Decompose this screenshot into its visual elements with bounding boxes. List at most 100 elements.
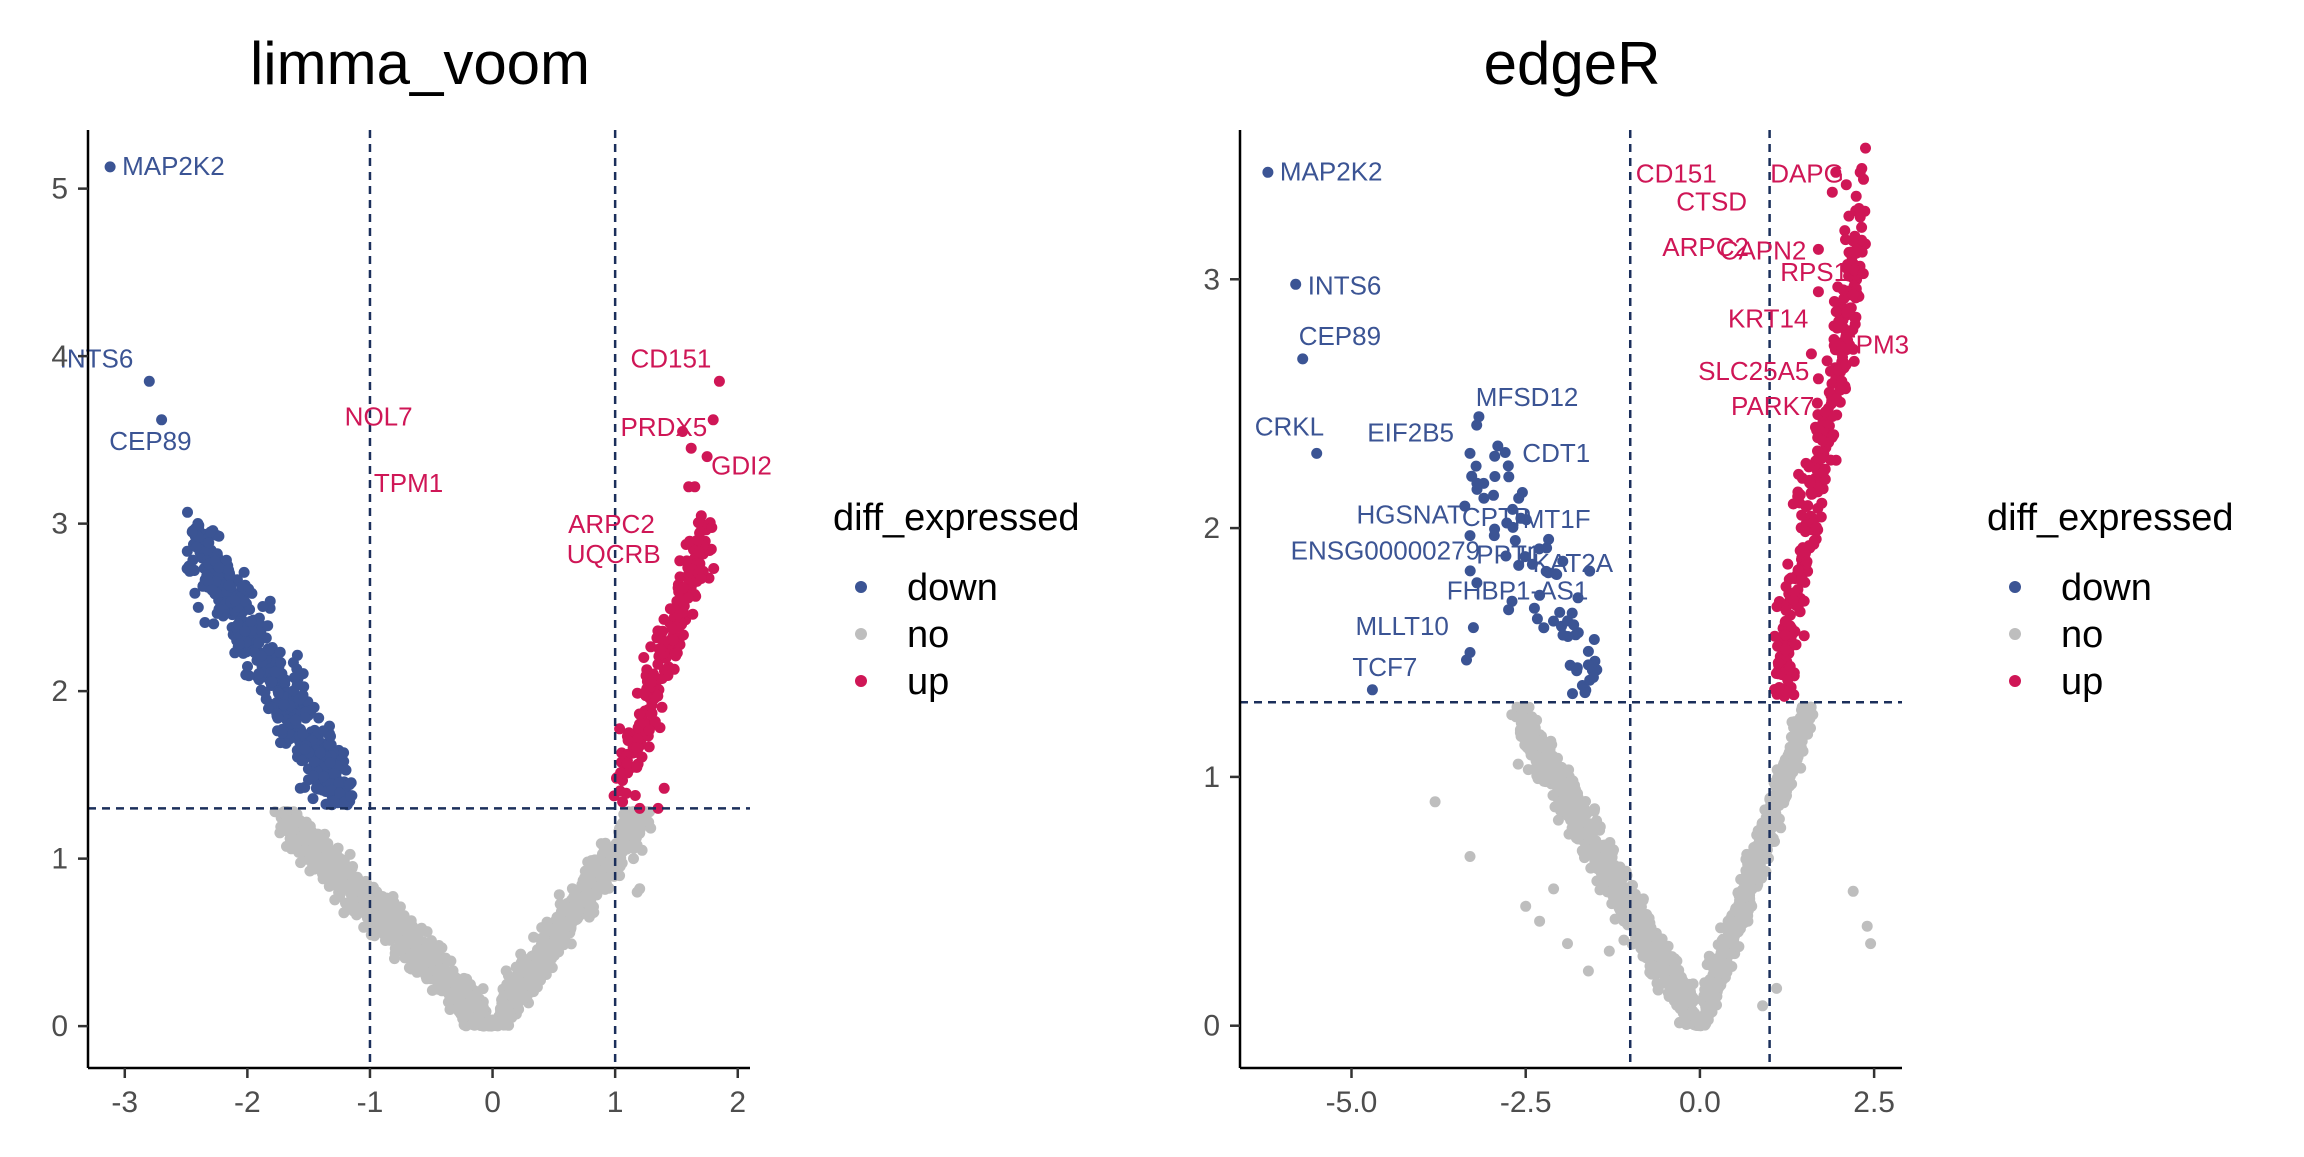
point-down	[262, 620, 274, 632]
point-up	[617, 796, 629, 808]
point-no	[1622, 894, 1634, 906]
point-no	[1531, 770, 1543, 782]
point-no	[1684, 1009, 1695, 1021]
point-up	[1799, 526, 1811, 538]
labeled-point	[1464, 530, 1476, 542]
legend-label-down: down	[2061, 567, 2152, 609]
point-no	[490, 1017, 502, 1029]
gene-label: IL	[1519, 541, 1541, 571]
gene-label: CD151	[630, 343, 711, 373]
point-no	[307, 836, 319, 848]
point-up	[1847, 289, 1859, 301]
labeled-point	[713, 375, 725, 387]
point-up	[1782, 558, 1794, 570]
point-down	[181, 545, 193, 557]
point-no	[1562, 938, 1573, 950]
point-down	[187, 554, 199, 566]
point-down	[255, 650, 267, 662]
legend-label-up: up	[907, 661, 949, 703]
gene-label: PARK7	[1731, 391, 1814, 421]
point-no	[1603, 945, 1615, 957]
point-no	[1646, 968, 1658, 980]
gene-label: KAT2A	[1533, 548, 1614, 578]
point-no	[1644, 941, 1655, 953]
point-up	[1780, 644, 1791, 656]
point-up	[694, 558, 706, 570]
point-no	[1861, 920, 1873, 932]
point-no	[1790, 730, 1802, 742]
point-up	[657, 625, 669, 637]
point-no	[1656, 933, 1668, 945]
point-no	[1680, 979, 1692, 991]
point-down	[1534, 589, 1546, 601]
labeled-point	[104, 161, 116, 173]
point-up	[1780, 629, 1792, 641]
point-down	[1489, 471, 1501, 482]
point-no	[1600, 845, 1611, 856]
point-no	[398, 913, 410, 925]
point-no	[1577, 846, 1589, 858]
point-down	[308, 770, 320, 782]
point-down	[1507, 521, 1519, 533]
point-up	[1819, 406, 1831, 418]
point-up	[645, 641, 657, 653]
point-up	[614, 723, 626, 735]
labeled-point	[143, 375, 155, 387]
point-down	[274, 646, 286, 658]
labeled-point	[1840, 179, 1852, 191]
point-down	[1548, 615, 1559, 627]
point-no	[357, 893, 369, 905]
gene-label: FHBP1-AS1	[1447, 575, 1589, 605]
point-up	[1828, 429, 1840, 441]
point-down	[344, 779, 356, 791]
point-no	[1695, 1018, 1707, 1030]
points-layer	[1262, 142, 1877, 1032]
point-down	[202, 575, 214, 587]
point-down	[324, 757, 336, 768]
point-no	[1714, 967, 1726, 979]
point-up	[1784, 660, 1796, 672]
point-no	[1528, 730, 1540, 741]
point-no	[511, 986, 523, 998]
point-down	[291, 663, 303, 675]
point-down	[328, 768, 340, 779]
point-no	[342, 883, 354, 895]
point-no	[1726, 961, 1738, 972]
point-no	[376, 896, 388, 907]
point-no	[1715, 958, 1727, 970]
point-down	[1526, 558, 1538, 570]
point-down	[1489, 450, 1501, 462]
labeled-point	[677, 426, 689, 437]
point-down	[334, 787, 346, 799]
point-up	[643, 741, 655, 753]
threshold-lines	[1240, 130, 1902, 1068]
point-down	[1554, 606, 1566, 618]
legend-swatch-no	[2009, 628, 2021, 640]
labeled-point	[1826, 186, 1838, 198]
point-no	[1764, 794, 1776, 805]
point-down	[300, 712, 312, 724]
point-up	[664, 603, 676, 615]
point-no	[1728, 939, 1740, 951]
point-down	[239, 625, 251, 637]
point-no	[1732, 906, 1744, 918]
point-no	[1752, 841, 1764, 853]
point-down	[199, 617, 211, 628]
point-up	[1770, 668, 1782, 679]
point-no	[1591, 859, 1603, 871]
point-down	[1528, 602, 1540, 614]
point-no	[274, 827, 286, 839]
point-no	[1545, 735, 1557, 747]
point-no	[1534, 915, 1546, 927]
point-down	[1459, 500, 1471, 512]
labeled-point	[1812, 286, 1824, 298]
gene-label: TCF7	[1352, 652, 1417, 682]
point-down	[1467, 622, 1479, 634]
point-down	[192, 601, 204, 613]
point-down	[1557, 629, 1569, 641]
point-down	[259, 686, 271, 698]
point-down	[181, 563, 193, 575]
point-no	[1607, 888, 1619, 900]
labeled-point	[1311, 447, 1323, 459]
point-up	[1837, 284, 1849, 296]
